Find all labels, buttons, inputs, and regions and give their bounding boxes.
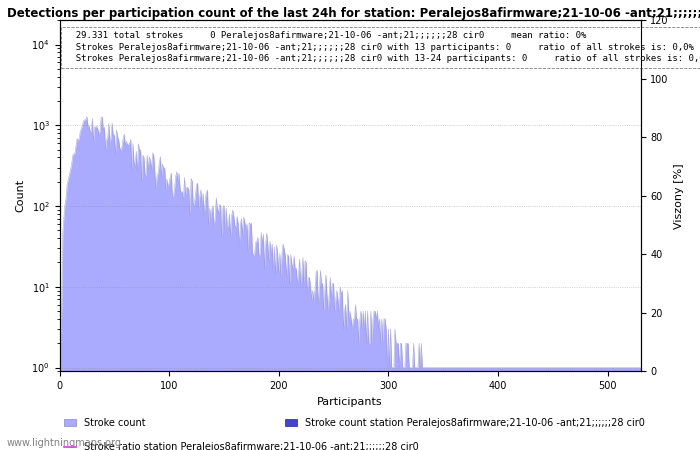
Text: 29.331 total strokes     0 Peralejos8afirmware;21-10-06 -ant;21;;;;;;28 cir0    : 29.331 total strokes 0 Peralejos8afirmwa… [65, 31, 700, 63]
Y-axis label: Count: Count [15, 179, 26, 212]
Text: www.lightningmaps.org: www.lightningmaps.org [7, 438, 122, 448]
X-axis label: Participants: Participants [317, 396, 383, 406]
Legend: Stroke ratio station Peralejos8afirmware;21-10-06 -ant;21;;;;;;28 cir0: Stroke ratio station Peralejos8afirmware… [64, 442, 419, 450]
Y-axis label: Viszony [%]: Viszony [%] [674, 163, 685, 229]
Text: Detections per participation count of the last 24h for station: Peralejos8afirmw: Detections per participation count of th… [7, 7, 700, 20]
